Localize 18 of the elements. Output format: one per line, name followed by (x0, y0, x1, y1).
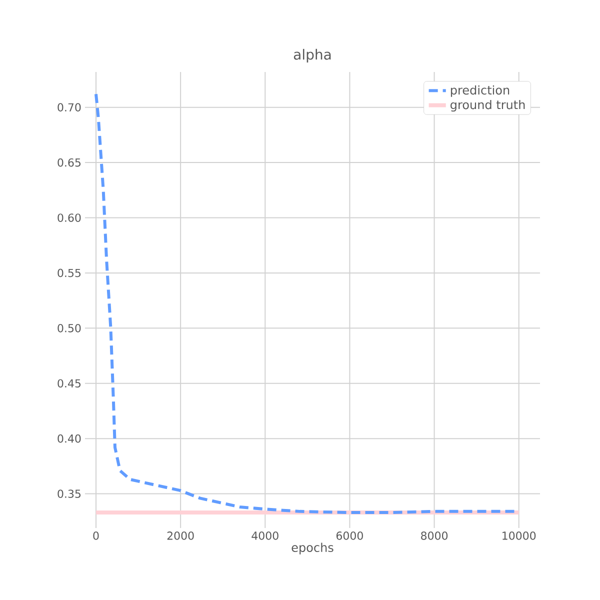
x-axis-title: epochs (292, 542, 334, 554)
y-tick-label: 0.60 (58, 214, 81, 222)
y-tick-label: 0.40 (58, 434, 81, 443)
y-tick-label: 0.50 (58, 324, 81, 332)
y-tick-label: 0.45 (58, 379, 80, 388)
y-tick-label: 0.65 (58, 158, 80, 167)
chart-title: alpha (294, 48, 331, 62)
x-tick-label: 6000 (336, 532, 363, 540)
x-tick-label: 8000 (421, 532, 448, 540)
x-tick-label: 10000 (502, 532, 536, 540)
x-tick-label: 4000 (252, 532, 278, 540)
y-tick-label: 0.55 (58, 268, 80, 278)
x-tick-label: 2000 (167, 532, 194, 540)
x-tick-label: 0 (93, 532, 99, 540)
legend-label: ground truth (450, 100, 525, 112)
legend-label: prediction (450, 85, 510, 97)
y-tick-label: 0.70 (58, 103, 81, 112)
y-tick-label: 0.35 (58, 490, 80, 498)
